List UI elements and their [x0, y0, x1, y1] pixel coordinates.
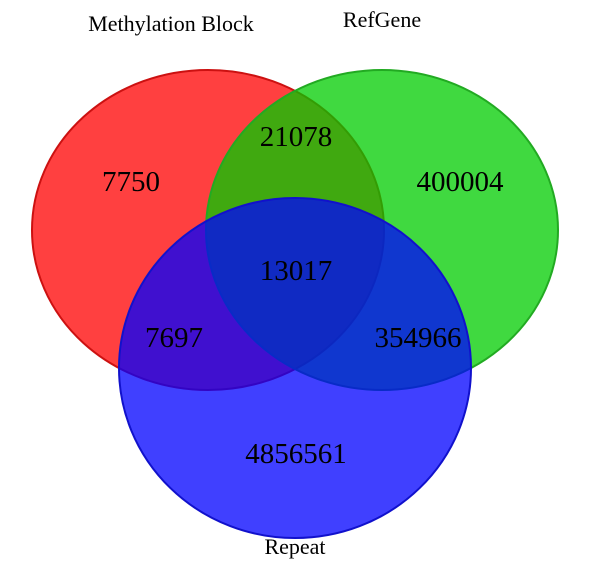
repeat-label: Repeat [264, 534, 325, 559]
repeat-only-value: 4856561 [245, 438, 347, 470]
set-labels: Methylation Block RefGene Repeat [88, 7, 421, 559]
methylation-block-repeat-value: 7697 [145, 322, 203, 354]
refgene-label: RefGene [343, 7, 421, 32]
repeat-circle [118, 197, 472, 539]
refgene-repeat-value: 354966 [375, 322, 462, 354]
methylation-block-only-value: 7750 [102, 166, 160, 198]
methylation-block-label: Methylation Block [88, 11, 254, 36]
set-circles [31, 69, 559, 539]
region-values: 7750 400004 4856561 21078 7697 354966 13… [102, 121, 504, 470]
all-three-value: 13017 [260, 255, 333, 287]
methylation-block-refgene-value: 21078 [260, 121, 333, 153]
refgene-only-value: 400004 [417, 166, 505, 198]
